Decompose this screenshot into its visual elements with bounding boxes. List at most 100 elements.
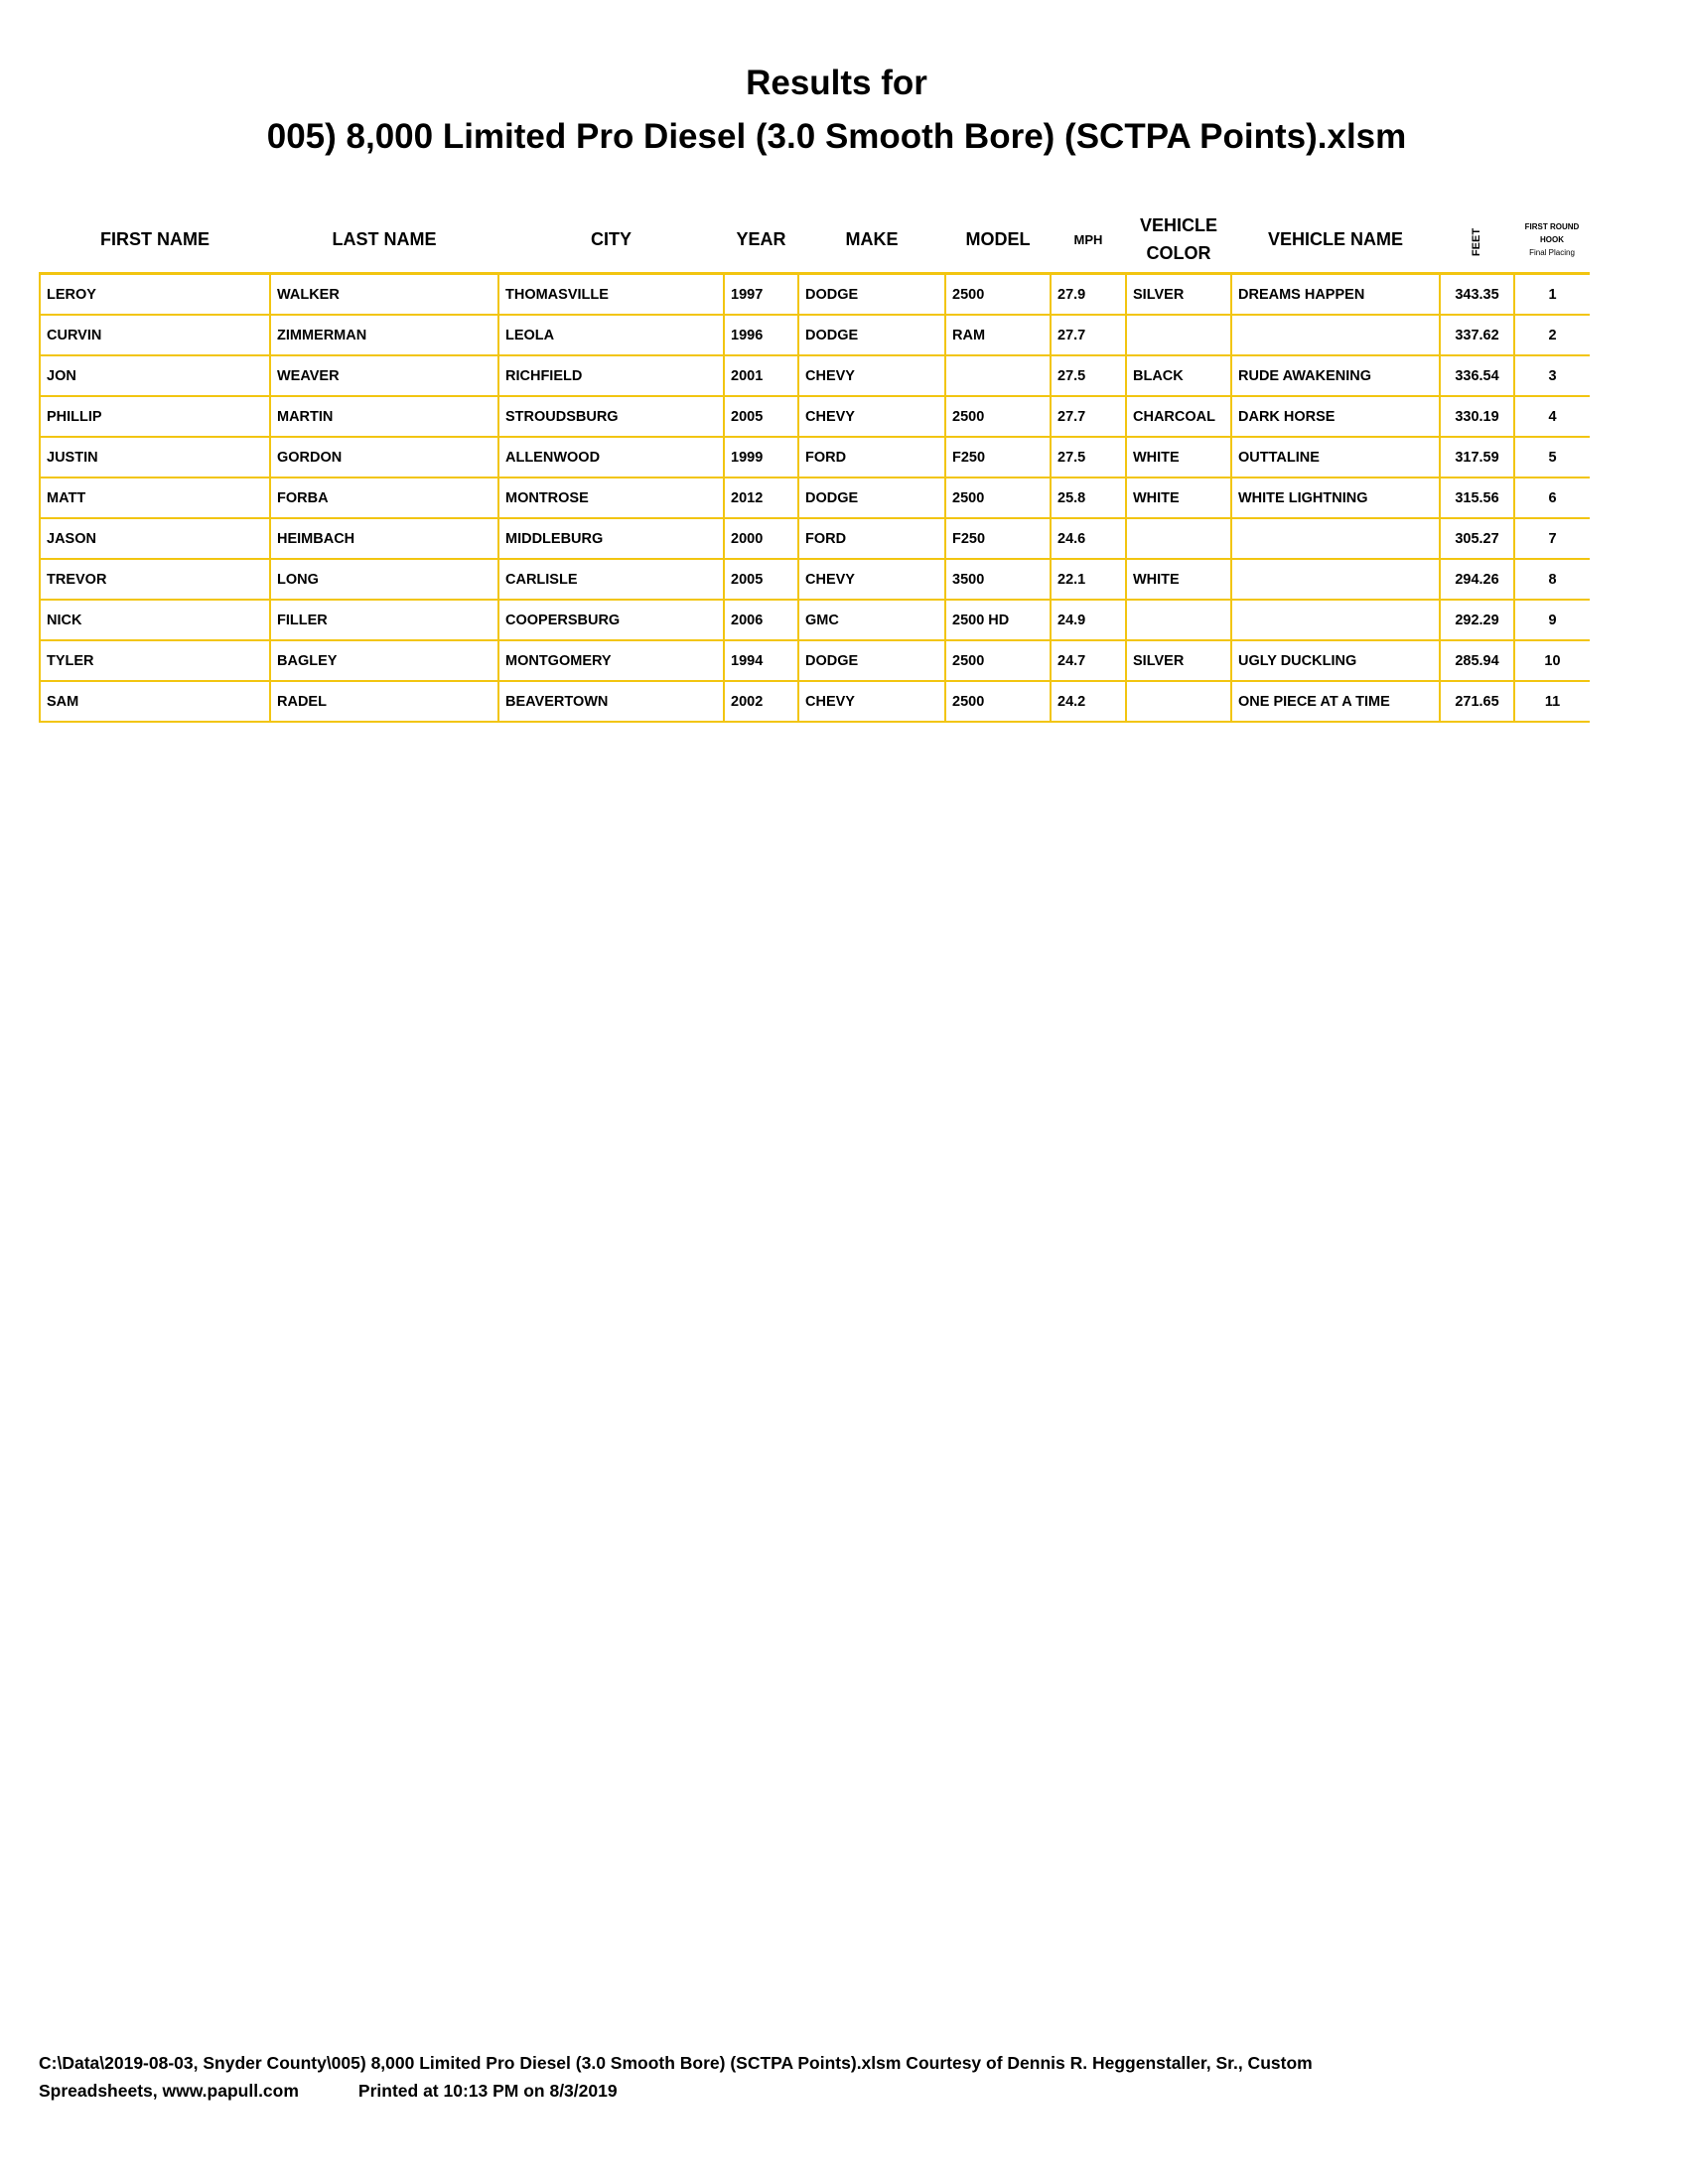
cell-vehicle-color: BLACK [1125, 354, 1232, 397]
cell-feet: 292.29 [1439, 599, 1515, 641]
header-placing: FIRST ROUND HOOK Final Placing [1514, 206, 1590, 274]
cell-feet: 317.59 [1439, 436, 1515, 478]
results-table: FIRST NAME LAST NAME CITY YEAR MAKE MODE… [39, 206, 1590, 723]
cell-feet: 330.19 [1439, 395, 1515, 438]
cell-vehicle-name [1230, 558, 1441, 601]
cell-last-name: MARTIN [269, 395, 499, 438]
table-row: MATT FORBA MONTROSE 2012 DODGE 2500 25.8 WHITE W… [39, 477, 1590, 519]
cell-year: 2005 [723, 395, 799, 438]
cell-last-name: LONG [269, 558, 499, 601]
cell-placing: 3 [1513, 354, 1590, 397]
cell-feet: 315.56 [1439, 477, 1515, 519]
table-row: NICK FILLER COOPERSBURG 2006 GMC 2500 HD 24.9 2… [39, 599, 1590, 641]
cell-model: 2500 HD [944, 599, 1052, 641]
cell-vehicle-color [1125, 680, 1232, 723]
header-year: YEAR [736, 228, 786, 249]
cell-mph: 27.5 [1050, 354, 1127, 397]
cell-model: RAM [944, 314, 1052, 356]
cell-feet: 337.62 [1439, 314, 1515, 356]
cell-mph: 22.1 [1050, 558, 1127, 601]
cell-mph: 24.7 [1050, 639, 1127, 682]
cell-model: 2500 [944, 680, 1052, 723]
header-first-name: FIRST NAME [100, 228, 210, 249]
table-row: TYLER BAGLEY MONTGOMERY 1994 DODGE 2500 24.7 SI… [39, 639, 1590, 682]
cell-year: 2002 [723, 680, 799, 723]
cell-vehicle-color: CHARCOAL [1125, 395, 1232, 438]
cell-make: DODGE [797, 477, 946, 519]
cell-mph: 24.2 [1050, 680, 1127, 723]
cell-first-name: CURVIN [39, 314, 271, 356]
cell-model [944, 354, 1052, 397]
cell-first-name: NICK [39, 599, 271, 641]
cell-model: F250 [944, 436, 1052, 478]
footer: C:\Data\2019-08-03, Snyder County\005) 8… [39, 2049, 1627, 2105]
cell-mph: 25.8 [1050, 477, 1127, 519]
cell-city: RICHFIELD [497, 354, 725, 397]
table-row: JON WEAVER RICHFIELD 2001 CHEVY 27.5 BLACK RUDE… [39, 354, 1590, 397]
footer-path: C:\Data\2019-08-03, Snyder County\005) 8… [39, 2053, 1313, 2073]
cell-placing: 8 [1513, 558, 1590, 601]
cell-last-name: WEAVER [269, 354, 499, 397]
cell-vehicle-color [1125, 517, 1232, 560]
cell-year: 1996 [723, 314, 799, 356]
cell-first-name: JON [39, 354, 271, 397]
cell-feet: 336.54 [1439, 354, 1515, 397]
cell-year: 2005 [723, 558, 799, 601]
cell-first-name: JUSTIN [39, 436, 271, 478]
cell-vehicle-name: DREAMS HAPPEN [1230, 272, 1441, 316]
cell-vehicle-name [1230, 517, 1441, 560]
cell-mph: 27.7 [1050, 314, 1127, 356]
cell-last-name: BAGLEY [269, 639, 499, 682]
header-make: MAKE [845, 228, 899, 249]
cell-mph: 24.9 [1050, 599, 1127, 641]
cell-vehicle-color: WHITE [1125, 558, 1232, 601]
cell-first-name: JASON [39, 517, 271, 560]
cell-vehicle-color [1125, 314, 1232, 356]
cell-model: 3500 [944, 558, 1052, 601]
cell-city: MONTGOMERY [497, 639, 725, 682]
cell-vehicle-color: WHITE [1125, 436, 1232, 478]
cell-year: 1997 [723, 272, 799, 316]
cell-last-name: ZIMMERMAN [269, 314, 499, 356]
cell-placing: 5 [1513, 436, 1590, 478]
cell-city: MONTROSE [497, 477, 725, 519]
cell-mph: 27.5 [1050, 436, 1127, 478]
cell-placing: 10 [1513, 639, 1590, 682]
cell-vehicle-name [1230, 314, 1441, 356]
cell-make: GMC [797, 599, 946, 641]
cell-vehicle-name: ONE PIECE AT A TIME [1230, 680, 1441, 723]
cell-last-name: HEIMBACH [269, 517, 499, 560]
cell-model: 2500 [944, 395, 1052, 438]
cell-make: CHEVY [797, 354, 946, 397]
table-row: SAM RADEL BEAVERTOWN 2002 CHEVY 2500 24.2 ONE P… [39, 680, 1590, 723]
cell-city: MIDDLEBURG [497, 517, 725, 560]
cell-mph: 24.6 [1050, 517, 1127, 560]
cell-model: F250 [944, 517, 1052, 560]
cell-year: 2001 [723, 354, 799, 397]
cell-city: THOMASVILLE [497, 272, 725, 316]
cell-model: 2500 [944, 272, 1052, 316]
cell-vehicle-name: DARK HORSE [1230, 395, 1441, 438]
cell-make: CHEVY [797, 558, 946, 601]
cell-vehicle-color: WHITE [1125, 477, 1232, 519]
title-filename: 005) 8,000 Limited Pro Diesel (3.0 Smoot… [266, 117, 1407, 156]
cell-mph: 27.7 [1050, 395, 1127, 438]
cell-city: BEAVERTOWN [497, 680, 725, 723]
cell-vehicle-name: UGLY DUCKLING [1230, 639, 1441, 682]
cell-last-name: FORBA [269, 477, 499, 519]
header-placing-l3: Final Placing [1529, 247, 1575, 257]
cell-make: CHEVY [797, 680, 946, 723]
cell-year: 1994 [723, 639, 799, 682]
cell-first-name: SAM [39, 680, 271, 723]
cell-placing: 6 [1513, 477, 1590, 519]
cell-first-name: PHILLIP [39, 395, 271, 438]
cell-vehicle-name: RUDE AWAKENING [1230, 354, 1441, 397]
header-vehicle-color-l2: COLOR [1146, 243, 1211, 263]
cell-placing: 4 [1513, 395, 1590, 438]
header-feet: FEET [1440, 206, 1514, 274]
cell-city: CARLISLE [497, 558, 725, 601]
table-row: TREVOR LONG CARLISLE 2005 CHEVY 3500 22.1 WHITE… [39, 558, 1590, 601]
cell-placing: 7 [1513, 517, 1590, 560]
cell-vehicle-color: SILVER [1125, 639, 1232, 682]
cell-last-name: GORDON [269, 436, 499, 478]
